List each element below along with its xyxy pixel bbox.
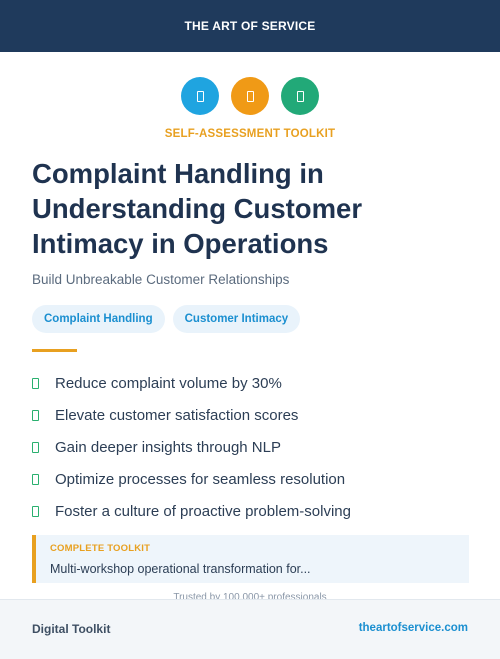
benefit-list: Reduce complaint volume by 30% Elevate c… (32, 367, 351, 527)
check-icon (32, 441, 39, 453)
benefit-text: Reduce complaint volume by 30% (55, 374, 282, 392)
benefit-text: Gain deeper insights through NLP (55, 438, 281, 456)
accent-divider (32, 349, 77, 352)
tag-complaint-handling[interactable]: Complaint Handling (32, 305, 165, 333)
document-icon (196, 90, 204, 102)
tag-list: Complaint Handling Customer Intimacy (32, 305, 301, 333)
brand-name: THE ART OF SERVICE (184, 19, 316, 33)
callout-label: COMPLETE TOOLKIT (50, 543, 151, 554)
document-icon (246, 90, 254, 102)
trusted-line: Trusted by 100,000+ professionals (173, 592, 327, 600)
check-icon (32, 505, 39, 517)
benefit-item: Elevate customer satisfaction scores (32, 399, 351, 431)
top-banner: THE ART OF SERVICE (0, 0, 500, 52)
page-title: Complaint Handling in Understanding Cust… (32, 158, 363, 259)
benefit-text: Foster a culture of proactive problem-so… (55, 502, 351, 520)
benefit-item: Optimize processes for seamless resoluti… (32, 463, 351, 495)
footer-label: Digital Toolkit (32, 622, 111, 636)
orange-circle (231, 77, 269, 115)
benefit-text: Elevate customer satisfaction scores (55, 406, 299, 424)
document-icon (296, 90, 304, 102)
benefit-item: Reduce complaint volume by 30% (32, 367, 351, 399)
website-link[interactable]: theartofservice.com (358, 622, 468, 634)
benefit-text: Optimize processes for seamless resoluti… (55, 470, 346, 488)
benefit-item: Foster a culture of proactive problem-so… (32, 495, 351, 527)
subtitle: Build Unbreakable Customer Relationships (32, 272, 290, 287)
icon-row (0, 77, 500, 115)
toolkit-callout: COMPLETE TOOLKIT Multi-workshop operatio… (32, 535, 469, 583)
check-icon (32, 377, 39, 389)
green-circle (281, 77, 319, 115)
tag-customer-intimacy[interactable]: Customer Intimacy (172, 305, 301, 333)
footer: Digital Toolkit theartofservice.com (0, 599, 500, 659)
kicker-label: SELF-ASSESSMENT TOOLKIT (164, 128, 336, 140)
check-icon (32, 409, 39, 421)
benefit-item: Gain deeper insights through NLP (32, 431, 351, 463)
blue-circle (181, 77, 219, 115)
callout-text: Multi-workshop operational transformatio… (50, 562, 311, 576)
check-icon (32, 473, 39, 485)
